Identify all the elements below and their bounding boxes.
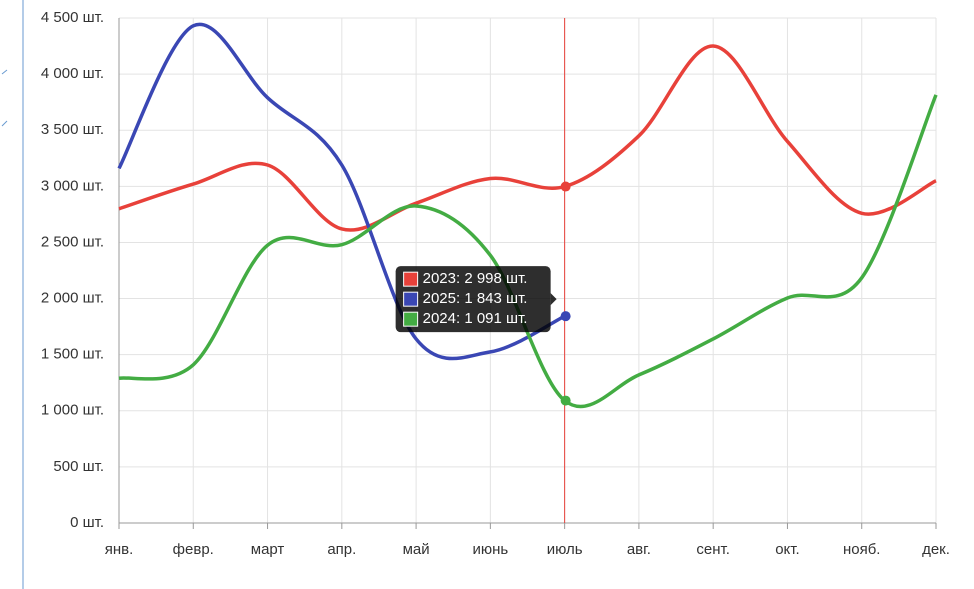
y-tick-label: 1 000 шт. — [41, 402, 104, 419]
tooltip: 2023: 2 998 шт. 2025: 1 843 шт. 2024: 1 09… — [395, 266, 557, 333]
tooltip-caret — [550, 293, 557, 306]
x-tick-label: нояб. — [843, 541, 881, 558]
tooltip-swatch — [403, 311, 419, 327]
sidebar-icons — [1, 69, 8, 127]
x-tick-label: дек. — [922, 541, 950, 558]
tooltip-text: 2023: 2 998 шт. — [423, 270, 528, 287]
tooltip-swatch — [403, 291, 419, 307]
x-tick-label: окт. — [775, 541, 799, 558]
y-tick-label: 2 000 шт. — [41, 290, 104, 307]
series-line — [118, 94, 938, 409]
x-tick-label: янв. — [105, 541, 134, 558]
x-tick-label: авг. — [627, 541, 651, 558]
tooltip-text: 2024: 1 091 шт. — [423, 310, 528, 327]
y-tick-label: 3 500 шт. — [41, 121, 104, 138]
tooltip-text: 2025: 1 843 шт. — [423, 290, 528, 307]
x-tick-label: май — [403, 541, 430, 558]
x-tick-label: июль — [547, 541, 583, 558]
y-tick-label: 4 500 шт. — [41, 9, 104, 26]
y-tick-label: 0 шт. — [70, 514, 104, 531]
tooltip-box — [395, 266, 551, 333]
y-tick-label: 3 000 шт. — [41, 177, 104, 194]
x-tick-label: апр. — [327, 541, 356, 558]
series-line — [118, 44, 937, 232]
x-tick-label: март — [251, 541, 285, 558]
x-tick-label: июнь — [472, 541, 508, 558]
hover-point — [560, 395, 571, 406]
x-tick-label: сент. — [696, 541, 730, 558]
hover-point — [560, 181, 571, 192]
y-tick-label: 1 500 шт. — [41, 346, 104, 363]
x-tick-label: февр. — [173, 541, 214, 558]
hover-point — [560, 311, 571, 322]
y-tick-label: 4 000 шт. — [41, 65, 104, 82]
y-tick-label: 2 500 шт. — [41, 233, 104, 250]
y-tick-label: 500 шт. — [53, 458, 104, 475]
tooltip-swatch — [403, 271, 419, 287]
series-line — [117, 22, 566, 361]
